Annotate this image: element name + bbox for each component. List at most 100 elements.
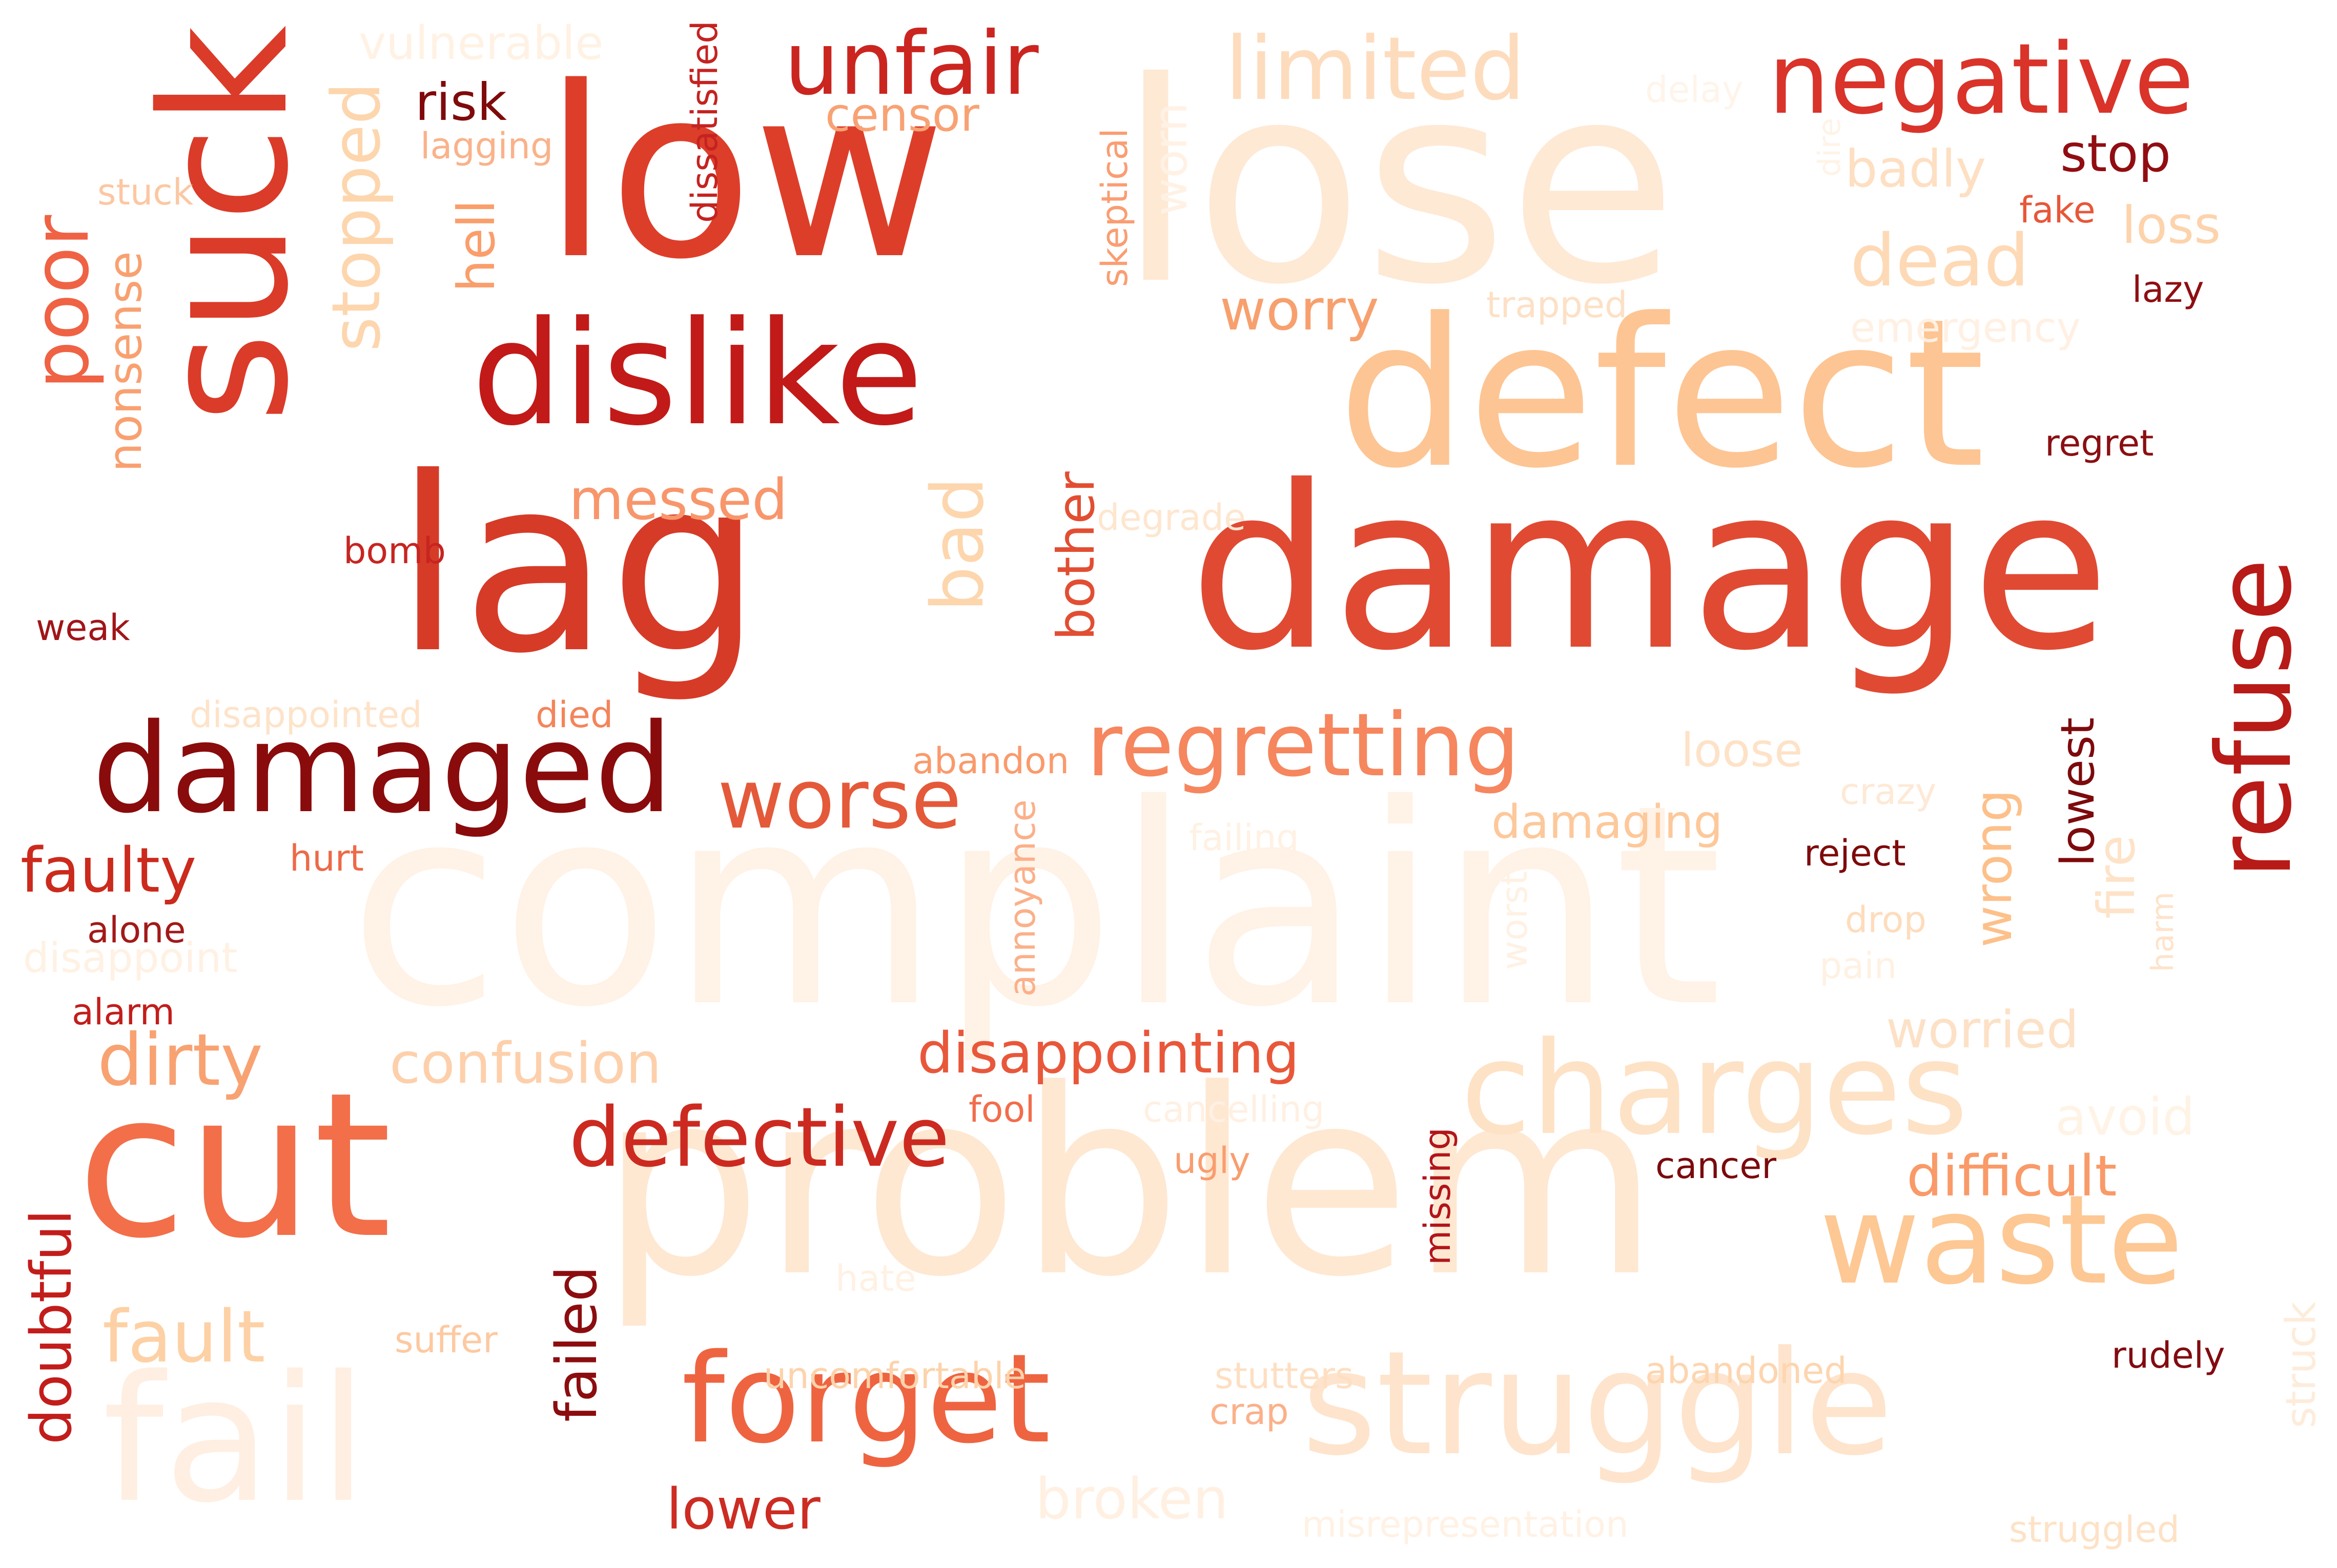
word-badly: badly — [1845, 139, 1986, 199]
word-hell: hell — [446, 199, 506, 292]
word-cancelling: cancelling — [1143, 1088, 1325, 1130]
word-suck: suck — [124, 25, 327, 423]
word-fake: fake — [2019, 189, 2096, 231]
word-dissatisfied: dissatisfied — [684, 20, 726, 223]
word-damaging: damaging — [1491, 795, 1723, 849]
word-struggle: struggle — [1302, 1321, 1893, 1488]
word-defective: defective — [569, 1089, 950, 1185]
word-negative: negative — [1768, 23, 2194, 136]
word-faulty: faulty — [20, 835, 197, 906]
word-avoid: avoid — [2055, 1087, 2195, 1147]
word-damaged: damaged — [92, 697, 673, 840]
word-suffer: suffer — [395, 1319, 498, 1361]
word-cut: cut — [77, 1049, 392, 1282]
word-cancer: cancer — [1655, 1145, 1777, 1187]
word-dire: dire — [1812, 117, 1848, 177]
word-broken: broken — [1035, 1466, 1229, 1532]
word-bomb: bomb — [343, 530, 446, 572]
word-limited: limited — [1225, 18, 1526, 120]
word-stuck: stuck — [97, 171, 194, 213]
word-alone: alone — [87, 909, 186, 951]
word-lag: lag — [395, 426, 762, 706]
word-doubtful: doubtful — [18, 1209, 84, 1445]
word-poor: poor — [17, 215, 106, 389]
word-dislike: dislike — [471, 291, 924, 458]
word-loss: loss — [2122, 195, 2221, 255]
word-crazy: crazy — [1840, 771, 1937, 813]
word-damage: damage — [1189, 438, 2110, 700]
word-lower: lower — [666, 1476, 821, 1542]
word-worried: worried — [1886, 1000, 2079, 1060]
word-uncomfortable: uncomfortable — [764, 1355, 1026, 1397]
word-ugly: ugly — [1174, 1140, 1250, 1182]
word-charges: charges — [1461, 1014, 1969, 1163]
word-disappointed: disappointed — [190, 694, 422, 736]
word-forget: forget — [682, 1327, 1051, 1471]
word-bother: bother — [1046, 471, 1106, 641]
word-waste: waste — [1819, 1168, 2184, 1312]
word-fault: fault — [102, 1295, 265, 1379]
word-worry: worry — [1220, 277, 1379, 343]
word-lagging: lagging — [420, 125, 554, 167]
word-missing: missing — [1417, 1127, 1459, 1265]
word-hate: hate — [835, 1257, 916, 1299]
word-degrade: degrade — [1097, 497, 1246, 539]
word-stop: stop — [2060, 123, 2171, 183]
word-emergency: emergency — [1850, 304, 2081, 352]
word-stutters: stutters — [1215, 1355, 1354, 1397]
word-worse: worse — [717, 751, 962, 847]
word-regretting: regretting — [1086, 695, 1520, 796]
word-lose: lose — [1117, 24, 1678, 345]
word-vulnerable: vulnerable — [359, 16, 604, 70]
word-drop: drop — [1845, 899, 1926, 941]
word-abandoned: abandoned — [1645, 1350, 1847, 1392]
word-regret: regret — [2045, 422, 2154, 464]
word-abandon: abandon — [912, 740, 1070, 782]
word-wrong: wrong — [1963, 789, 2023, 947]
word-harm: harm — [2145, 892, 2181, 972]
word-unfair: unfair — [784, 13, 1039, 115]
word-trapped: trapped — [1486, 284, 1628, 326]
word-alarm: alarm — [72, 991, 175, 1033]
word-loose: loose — [1681, 724, 1803, 777]
word-refuse: refuse — [2195, 558, 2314, 879]
word-worn: worn — [1144, 102, 1198, 216]
word-struck: struck — [2277, 1302, 2325, 1428]
word-worst: worst — [1493, 871, 1535, 970]
word-dead: dead — [1850, 219, 2029, 303]
word-bad: bad — [916, 477, 1000, 612]
word-nonsense: nonsense — [98, 251, 152, 472]
word-pain: pain — [1819, 945, 1897, 987]
word-failing: failing — [1189, 817, 1299, 859]
word-stopped: stopped — [317, 82, 395, 352]
word-defect: defect — [1338, 275, 1985, 513]
word-fire: fire — [2086, 835, 2146, 919]
word-lazy: lazy — [2132, 269, 2204, 311]
word-disappoint: disappoint — [23, 934, 238, 982]
word-messed: messed — [569, 467, 788, 532]
word-died: died — [536, 694, 613, 736]
word-difficult: difficult — [1906, 1143, 2117, 1209]
word-fool: fool — [969, 1088, 1035, 1130]
word-censor: censor — [825, 88, 979, 142]
word-fail: fail — [102, 1338, 367, 1541]
word-dirty: dirty — [97, 1019, 263, 1102]
word-weak: weak — [36, 607, 130, 649]
word-confusion: confusion — [389, 1030, 662, 1096]
word-complaint: complaint — [348, 746, 1723, 1068]
word-struggled: struggled — [2009, 1509, 2180, 1551]
word-problem: problem — [600, 1035, 1660, 1333]
word-rudely: rudely — [2112, 1334, 2225, 1376]
word-misrepresentation: misrepresentation — [1302, 1503, 1629, 1545]
word-failed: failed — [544, 1266, 609, 1422]
word-skeptical: skeptical — [1094, 128, 1136, 287]
word-risk: risk — [415, 72, 507, 132]
word-crap: crap — [1210, 1391, 1289, 1433]
word-annoyance: annoyance — [1001, 799, 1043, 997]
word-reject: reject — [1804, 832, 1906, 874]
word-hurt: hurt — [290, 837, 364, 879]
word-disappointing: disappointing — [917, 1020, 1300, 1086]
word-low: low — [543, 37, 946, 311]
word-delay: delay — [1645, 69, 1744, 111]
